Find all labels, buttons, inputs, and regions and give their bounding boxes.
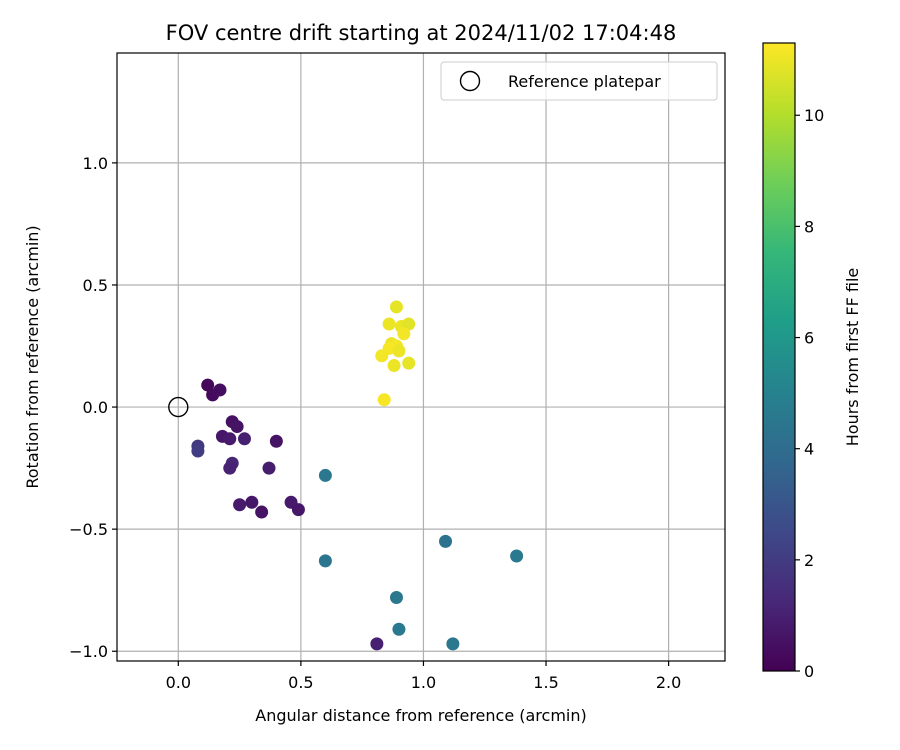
data-point [377,393,391,407]
x-tick-label: 0.0 [166,673,191,692]
data-point [318,554,332,568]
data-point [382,317,396,331]
plot-area [117,53,725,661]
data-point [389,591,403,605]
data-point [375,349,389,363]
x-tick-label: 0.5 [288,673,313,692]
colorbar-label: Hours from first FF file [843,268,862,447]
data-point [245,495,259,509]
colorbar-tick-label: 10 [804,106,824,125]
data-point [223,432,237,446]
data-point [446,637,460,651]
colorbar-tick-label: 8 [804,217,814,236]
legend-reference-marker [459,70,481,92]
data-point [230,420,244,434]
plot-frame [116,52,726,662]
data-point [510,549,524,563]
data-point [389,300,403,314]
data-point [318,468,332,482]
colorbar-tick-label: 6 [804,329,814,348]
data-point [439,534,453,548]
colorbar-tick-label: 4 [804,440,814,459]
data-point [397,327,411,341]
x-tick-label: 2.0 [656,673,681,692]
y-tick-label: 0.5 [83,276,108,295]
y-axis-ticks: −1.0 −0.5 0.0 0.5 1.0 [69,154,117,661]
y-axis-label: Rotation from reference (arcmin) [23,225,42,488]
y-tick-label: 1.0 [83,154,108,173]
scatter-points [191,300,524,651]
data-point [291,503,305,517]
legend: Reference platepar [440,61,718,101]
data-point [255,505,269,519]
x-axis-label: Angular distance from reference (arcmin) [255,706,586,725]
colorbar-ticks: 0 2 4 6 8 10 [795,106,824,681]
y-tick-label: −0.5 [69,520,108,539]
data-point [402,356,416,370]
reference-platepar-marker [168,396,189,418]
data-point [233,498,247,512]
data-point [392,622,406,636]
data-point [387,359,401,373]
x-tick-label: 1.5 [533,673,558,692]
data-point [191,444,205,458]
data-point [269,434,283,448]
data-point [370,637,384,651]
data-point [201,378,215,392]
colorbar-frame [762,42,796,672]
data-point [392,344,406,358]
data-point [262,461,276,475]
colorbar-gradient [763,43,795,671]
legend-label: Reference platepar [508,72,661,91]
chart-title: FOV centre drift starting at 2024/11/02 … [166,21,677,45]
data-point [206,388,220,402]
reference-marker-group [168,396,189,418]
y-tick-label: 0.0 [83,398,108,417]
y-tick-label: −1.0 [69,642,108,661]
data-point [223,461,237,475]
grid-lines [117,53,725,661]
colorbar: 0 2 4 6 8 10 Hours from first FF file [762,42,862,681]
colorbar-tick-label: 0 [804,662,814,681]
data-point [237,432,251,446]
data-point [402,317,416,331]
x-tick-label: 1.0 [411,673,436,692]
legend-box [440,61,718,101]
colorbar-tick-label: 2 [804,551,814,570]
x-axis-ticks: 0.0 0.5 1.0 1.5 2.0 [166,661,681,692]
